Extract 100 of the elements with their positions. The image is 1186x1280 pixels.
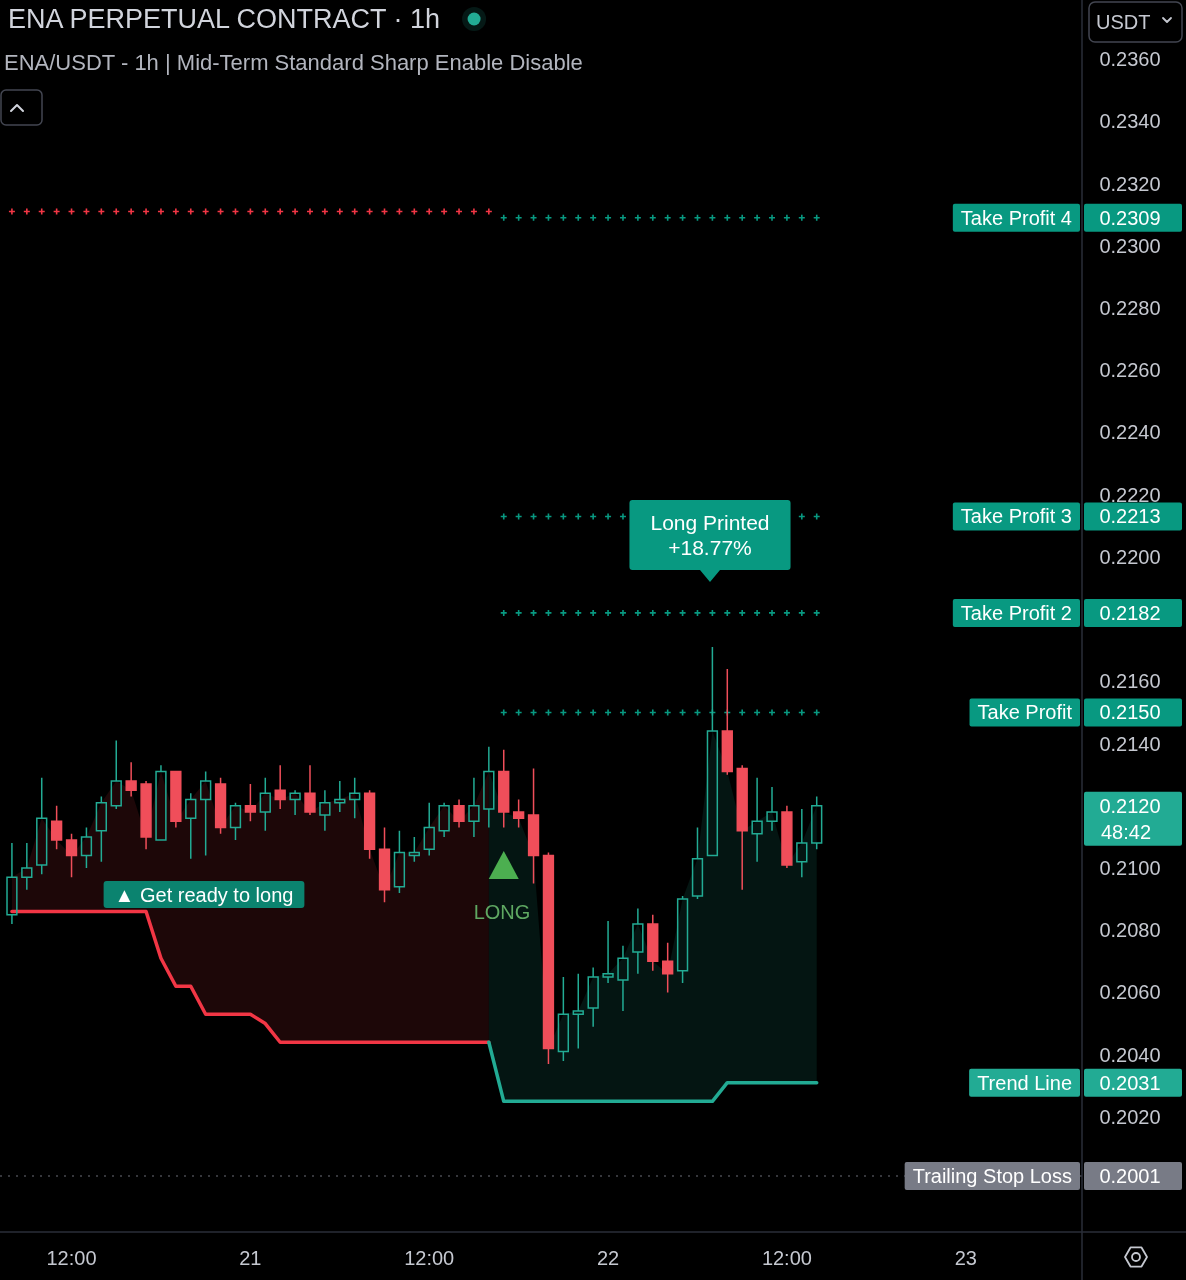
candlestick <box>542 851 555 1065</box>
candlestick <box>512 798 525 829</box>
point <box>634 213 642 222</box>
x-tick-label: 23 <box>954 1247 977 1269</box>
candlestick <box>617 945 629 1012</box>
point <box>738 609 746 617</box>
candlestick <box>736 764 748 891</box>
y-tick-label: 0.2213 <box>1099 505 1161 528</box>
candlestick <box>125 761 137 798</box>
y-tick-label: 0.2160 <box>1099 670 1161 693</box>
candlestick <box>796 808 808 879</box>
candlestick <box>557 976 570 1062</box>
candlestick <box>751 777 763 863</box>
point <box>753 609 761 617</box>
y-tick-label: 0.2200 <box>1099 545 1161 568</box>
candlestick <box>438 801 450 838</box>
candlestick <box>483 745 495 829</box>
annotation: Long Printed +18.77% <box>650 510 770 559</box>
candlestick <box>6 842 18 925</box>
y-tick-label: 0.2001 <box>1099 1165 1161 1187</box>
annotation: LONG <box>473 901 531 923</box>
point <box>738 213 746 222</box>
y-tick-label: 0.2182 <box>1099 601 1161 624</box>
y-tick-label: 0.2020 <box>1099 1105 1161 1128</box>
y-tick-label: 0.2060 <box>1099 981 1161 1004</box>
candlestick <box>80 826 93 869</box>
point <box>488 850 519 879</box>
point <box>768 213 776 222</box>
y-tick-label: 0.2100 <box>1099 857 1161 879</box>
candlestick <box>453 798 465 829</box>
point <box>574 213 583 222</box>
point <box>499 609 508 617</box>
candlestick <box>259 777 271 832</box>
candlestick <box>110 739 122 810</box>
point <box>604 213 612 222</box>
x-tick-label: 12:00 <box>46 1247 97 1269</box>
candlestick <box>662 941 674 994</box>
candlestick <box>691 826 704 900</box>
candlestick <box>647 913 659 972</box>
annotation: ▲ Get ready to long <box>114 883 294 906</box>
legend-label: Take Profit 4 <box>960 206 1072 229</box>
y-axis-title: USDT <box>1096 11 1151 33</box>
point <box>783 609 791 617</box>
y-tick-label: 0.2360 <box>1099 48 1161 71</box>
legend-label: Take Profit 2 <box>960 601 1072 624</box>
point <box>648 213 657 222</box>
legend-label: Trend Line <box>977 1071 1072 1094</box>
currency-dropdown: USDT <box>1088 1 1183 43</box>
point <box>634 609 642 617</box>
y-tick-label: 0.2140 <box>1099 732 1161 755</box>
text: 48:42 <box>1100 820 1152 843</box>
point <box>798 609 806 617</box>
point <box>574 609 583 617</box>
y-tick-label: 0.2031 <box>1099 1071 1161 1094</box>
candlestick <box>274 764 286 810</box>
candlestick <box>572 973 584 1050</box>
y-tick-label: 0.2150 <box>1099 701 1161 724</box>
candlestick <box>289 789 301 816</box>
y-tick-label: 0.2280 <box>1099 297 1161 319</box>
point <box>723 213 732 222</box>
text: ENA/USDT - 1h | Mid-Term Standard Sharp Enable Disable <box>4 50 583 75</box>
candlestick <box>244 783 257 823</box>
point <box>619 609 627 617</box>
point <box>619 213 627 222</box>
candlestick <box>65 833 78 879</box>
legend-label: Take Profit 3 <box>960 505 1072 528</box>
point <box>812 609 821 617</box>
point <box>798 213 806 222</box>
candlestick <box>527 767 540 885</box>
candlestick <box>304 764 316 816</box>
x-tick-label: 12:00 <box>761 1247 812 1269</box>
candlestick <box>229 801 242 841</box>
x-tick-label: 21 <box>239 1247 262 1269</box>
candlestick <box>155 764 167 841</box>
candlestick <box>185 792 197 860</box>
candlestick <box>602 920 614 984</box>
candlestick <box>811 795 823 851</box>
point <box>812 213 821 222</box>
point <box>648 609 657 617</box>
y-tick-label: 0.2080 <box>1099 919 1161 942</box>
candlestick <box>766 786 778 832</box>
candlestick <box>170 770 182 829</box>
candlestick <box>587 966 599 1028</box>
candlestick <box>36 777 48 875</box>
candlestick <box>423 801 435 857</box>
point <box>753 213 761 222</box>
candlestick <box>632 907 644 975</box>
y-tick-label: 0.2340 <box>1099 110 1161 133</box>
candlestick <box>319 789 331 832</box>
candlestick <box>393 829 406 894</box>
candlestick <box>95 795 108 863</box>
candlestick <box>781 805 793 869</box>
y-tick-label: 0.2220 <box>1099 483 1161 506</box>
candlestick <box>378 826 391 903</box>
candlestick <box>676 895 689 984</box>
y-tick-label: 0.2320 <box>1099 172 1161 195</box>
candlestick <box>200 770 212 857</box>
candlestick <box>498 749 510 829</box>
candlestick <box>50 805 63 851</box>
point <box>604 609 612 617</box>
